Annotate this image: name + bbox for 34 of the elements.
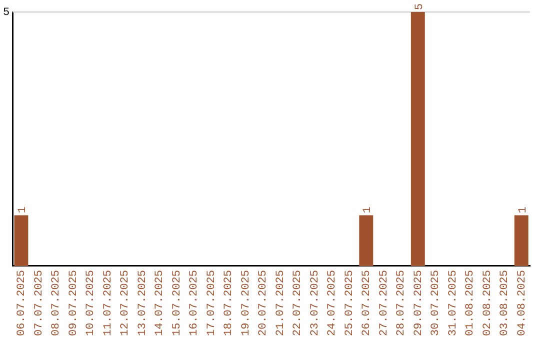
x-tick-label: 22.07.2025 [292, 270, 304, 336]
data-label: 5 [414, 3, 426, 10]
x-tick-label: 18.07.2025 [223, 270, 236, 336]
x-tick-label: 13.07.2025 [136, 270, 149, 336]
data-label: 1 [17, 206, 30, 214]
x-tick-label: 20.07.2025 [258, 270, 270, 336]
x-tick-label: 15.07.2025 [171, 270, 184, 336]
x-tick-label: 03.08.2025 [499, 270, 512, 336]
x-tick-label: 25.07.2025 [344, 270, 356, 336]
x-tick-label: 09.07.2025 [68, 270, 80, 336]
x-tick-label: 12.07.2025 [120, 270, 132, 336]
x-tick-label: 31.07.2025 [447, 270, 460, 336]
x-tick-label: 04.08.2025 [516, 270, 528, 336]
x-tick-label: 10.07.2025 [85, 270, 98, 336]
x-tick-label: 21.07.2025 [274, 270, 287, 336]
x-tick-label: 29.07.2025 [412, 270, 425, 336]
data-label: 1 [517, 206, 530, 214]
x-tick-label: 06.07.2025 [16, 270, 28, 336]
x-tick-label: 30.07.2025 [430, 270, 442, 336]
x-tick-label: 08.07.2025 [50, 270, 63, 336]
x-tick-label: 17.07.2025 [206, 270, 218, 336]
x-tick-label: 23.07.2025 [309, 270, 322, 336]
x-tick-label: 02.08.2025 [482, 270, 494, 336]
x-tick-label: 11.07.2025 [102, 270, 114, 336]
x-tick-label: 27.07.2025 [378, 270, 390, 336]
x-tick-label: 07.07.2025 [33, 270, 46, 336]
x-tick-label: 26.07.2025 [361, 270, 374, 336]
x-tick-label: 19.07.2025 [240, 270, 252, 336]
data-label: 1 [362, 206, 374, 214]
x-tick-label: 01.08.2025 [464, 270, 477, 336]
x-tick-label: 28.07.2025 [396, 270, 408, 336]
x-tick-label: 16.07.2025 [188, 270, 201, 336]
x-tick-label: 14.07.2025 [154, 270, 166, 336]
x-tick-label: 24.07.2025 [326, 270, 339, 336]
